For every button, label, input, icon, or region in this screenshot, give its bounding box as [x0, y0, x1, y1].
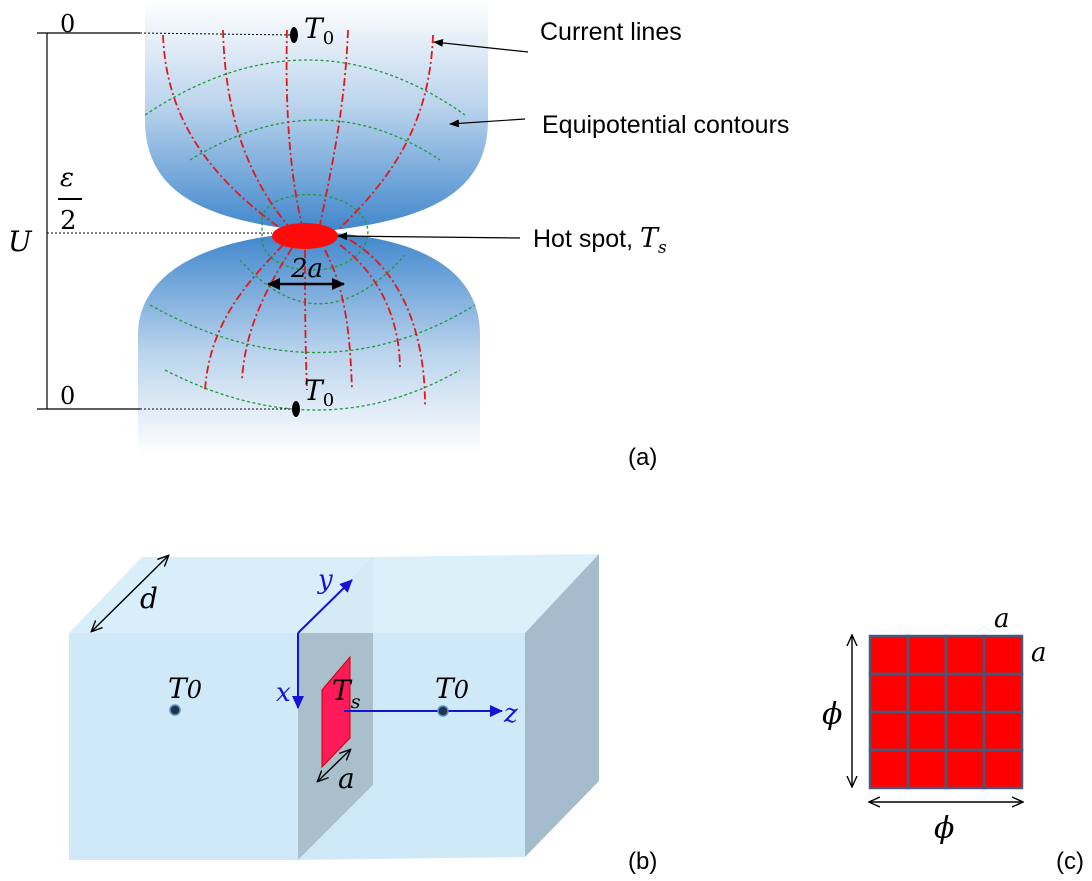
grid-cell: [868, 710, 910, 752]
hot-spot-pointer: [337, 232, 521, 241]
temp-label-left: T0: [168, 672, 202, 705]
axis-z-label: z: [503, 699, 518, 729]
equipotential-pointer: [449, 118, 526, 128]
temp-point-top: [290, 27, 298, 43]
equipotential-contours: [144, 59, 476, 411]
depth-label: d: [140, 582, 158, 615]
phi-vertical-label: ϕ: [822, 697, 842, 732]
potential-label-U: U: [8, 225, 33, 258]
temp-label-top: T0: [304, 12, 334, 49]
panel-b-label: (b): [628, 848, 657, 875]
spot-width-label: 2a: [290, 254, 323, 284]
grid-cell: [944, 634, 986, 676]
equipotential-label: Equipotential contours: [542, 111, 789, 139]
grid-cell: [906, 748, 948, 790]
upper-contact-body: [145, 0, 488, 232]
left-block-front: [69, 633, 298, 860]
grid-cell: [868, 634, 910, 676]
right-block-top: [298, 554, 599, 633]
grid-cell: [868, 748, 910, 790]
panel-a: 2a T0 T0 0 0 U ε 2 Current lines Equipot…: [8, 0, 789, 471]
spot-size-label: a: [338, 762, 355, 795]
cell-side-top-label: a: [994, 604, 1010, 634]
half-eps-denominator: 2: [60, 206, 77, 236]
hot-spot: [272, 223, 338, 249]
current-lines: [162, 29, 434, 406]
lower-contact-body: [138, 232, 480, 455]
panel-a-label: (a): [628, 444, 657, 471]
half-eps-numerator: ε: [60, 163, 74, 193]
grid-cell: [906, 634, 948, 676]
hot-spot-label: Hot spot, Ts: [533, 223, 667, 258]
interface-hot-spot: [321, 655, 351, 769]
spot-size-arrow: [318, 750, 350, 781]
zero-label-bottom: 0: [60, 382, 75, 410]
temp-label-bottom: T0: [304, 374, 334, 411]
grid-cell: [944, 710, 986, 752]
panel-c: ϕ ϕ a a (c): [822, 604, 1084, 875]
phi-horizontal-label: ϕ: [934, 811, 954, 846]
panel-b: d y x z T0 T0 Ts a (b): [69, 554, 657, 875]
current-lines-pointer: [433, 38, 529, 53]
right-block-front: [298, 633, 525, 860]
depth-arrow: [92, 556, 168, 631]
axis-x-label: x: [276, 678, 291, 708]
right-block-side: [525, 554, 599, 857]
temp-label-right: T0: [435, 672, 469, 705]
cell-grid: [868, 634, 1024, 790]
grid-cell: [944, 672, 986, 714]
grid-cell: [944, 748, 986, 790]
grid-cell: [906, 672, 948, 714]
cell-side-right-label: a: [1031, 638, 1047, 668]
grid-cell: [982, 672, 1024, 714]
current-lines-label: Current lines: [540, 18, 682, 46]
panel-c-label: (c): [1056, 848, 1084, 875]
zero-label-top: 0: [60, 10, 75, 38]
axis-y-arrow: [297, 579, 353, 634]
axis-y-label: y: [317, 565, 333, 595]
temp-point-left: [169, 704, 181, 716]
temp-point-right: [437, 705, 449, 717]
temp-label-spot: Ts: [332, 674, 361, 713]
grid-cell: [906, 710, 948, 752]
grid-cell: [982, 634, 1024, 676]
grid-cell: [982, 748, 1024, 790]
grid-cell: [982, 710, 1024, 752]
grid-cell: [868, 672, 910, 714]
temp-point-bottom: [292, 401, 300, 417]
potential-axis: [37, 32, 296, 410]
